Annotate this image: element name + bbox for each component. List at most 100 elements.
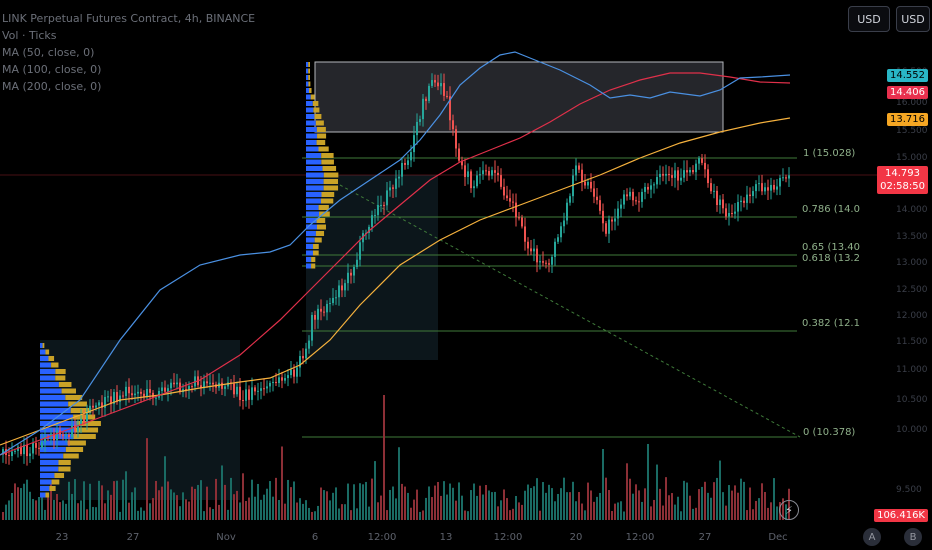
- candle-body: [188, 386, 190, 390]
- candle-body: [344, 283, 346, 291]
- volume-bar: [407, 492, 409, 520]
- candle-body: [251, 387, 253, 400]
- candle-body: [353, 266, 355, 276]
- candle-body: [575, 165, 577, 176]
- time-axis-label: 12:00: [367, 532, 397, 543]
- volume-bar: [671, 493, 673, 520]
- candle-body: [110, 396, 112, 404]
- volume-bar: [626, 463, 628, 520]
- volume-bar: [533, 486, 535, 520]
- candle-body: [470, 171, 472, 189]
- price-scale-label: 10.000: [896, 425, 928, 435]
- volume-bar: [119, 511, 121, 520]
- candle-body: [248, 389, 250, 400]
- volume-bar: [365, 481, 367, 520]
- volume-profile-bar: [321, 198, 334, 204]
- volume-bar: [98, 480, 100, 520]
- volume-bar: [422, 510, 424, 520]
- red-ma-price-tag: 14.406: [887, 86, 928, 99]
- volume-bar: [2, 511, 4, 520]
- candle-body: [488, 170, 490, 176]
- candle-body: [530, 248, 532, 252]
- volume-bar: [134, 487, 136, 520]
- volume-profile-bar: [40, 486, 50, 491]
- volume-bar: [608, 490, 610, 520]
- ma-200-line: [0, 117, 791, 446]
- volume-profile-bar: [306, 146, 319, 152]
- candle-body: [338, 285, 340, 298]
- volume-profile-bar: [306, 198, 322, 204]
- volume-bar: [263, 494, 265, 520]
- volume-bar: [554, 501, 556, 520]
- candle-body: [350, 272, 352, 276]
- volume-bar: [53, 499, 55, 520]
- candle-body: [86, 410, 88, 424]
- candle-body: [623, 194, 625, 205]
- candle-body: [44, 436, 46, 443]
- candle-body: [584, 181, 586, 186]
- volume-bar: [11, 493, 13, 520]
- volume-profile-bar: [40, 466, 59, 472]
- candle-body: [77, 424, 79, 432]
- volume-bar: [161, 486, 163, 520]
- volume-profile-bar: [306, 133, 318, 139]
- volume-bar: [473, 483, 475, 520]
- candle-body: [452, 120, 454, 130]
- candle-body: [665, 173, 667, 176]
- volume-bar: [692, 508, 694, 520]
- candle-body: [371, 215, 373, 227]
- candle-body: [128, 386, 130, 394]
- candle-body: [485, 170, 487, 172]
- volume-bar: [482, 494, 484, 520]
- volume-bar: [350, 510, 352, 520]
- candle-body: [185, 389, 187, 391]
- price-scale-label: 13.000: [896, 258, 928, 268]
- candle-body: [560, 226, 562, 238]
- b-button[interactable]: B: [904, 528, 922, 546]
- blue-ma-price-tag: 14.552: [887, 69, 928, 82]
- bar-countdown: 02:58:50: [880, 181, 925, 192]
- volume-bar: [374, 461, 376, 520]
- candle-body: [653, 184, 655, 186]
- currency-button-left[interactable]: USD: [848, 6, 890, 32]
- volume-bar: [176, 495, 178, 520]
- time-axis-label: 6: [311, 532, 319, 543]
- volume-bar: [545, 492, 547, 520]
- candle-body: [284, 378, 286, 381]
- volume-bar: [35, 500, 37, 520]
- legend-title: LINK Perpetual Futures Contract, 4h, BIN…: [2, 12, 256, 25]
- currency-button-right[interactable]: USD: [896, 6, 930, 32]
- candle-body: [440, 83, 442, 87]
- candle-body: [161, 387, 163, 391]
- highlight-rect: [314, 61, 724, 133]
- candle-body: [335, 297, 337, 299]
- volume-bar: [485, 484, 487, 520]
- candle-body: [593, 188, 595, 197]
- candle-body: [431, 80, 433, 86]
- volume-profile-bar: [323, 172, 339, 178]
- candle-body: [389, 187, 391, 191]
- candle-body: [659, 173, 661, 178]
- candle-body: [233, 383, 235, 395]
- volume-bar: [515, 495, 517, 520]
- volume-bar: [50, 480, 52, 520]
- candle-body: [104, 396, 106, 408]
- candle-body: [506, 195, 508, 199]
- volume-bar: [128, 502, 130, 520]
- lightning-icon[interactable]: ⚡: [779, 500, 799, 520]
- candle-body: [266, 386, 268, 389]
- volume-bar: [497, 506, 499, 520]
- volume-bar: [131, 492, 133, 520]
- volume-bar: [110, 494, 112, 520]
- auto-scale-button[interactable]: A: [863, 528, 881, 546]
- volume-bar: [716, 477, 718, 520]
- candle-body: [542, 261, 544, 263]
- volume-bar: [251, 479, 253, 520]
- volume-bar: [425, 497, 427, 520]
- volume-bar: [317, 505, 319, 520]
- volume-profile-bar: [306, 179, 324, 184]
- volume-bar: [596, 496, 598, 520]
- volume-bar: [467, 511, 469, 520]
- candle-body: [227, 382, 229, 387]
